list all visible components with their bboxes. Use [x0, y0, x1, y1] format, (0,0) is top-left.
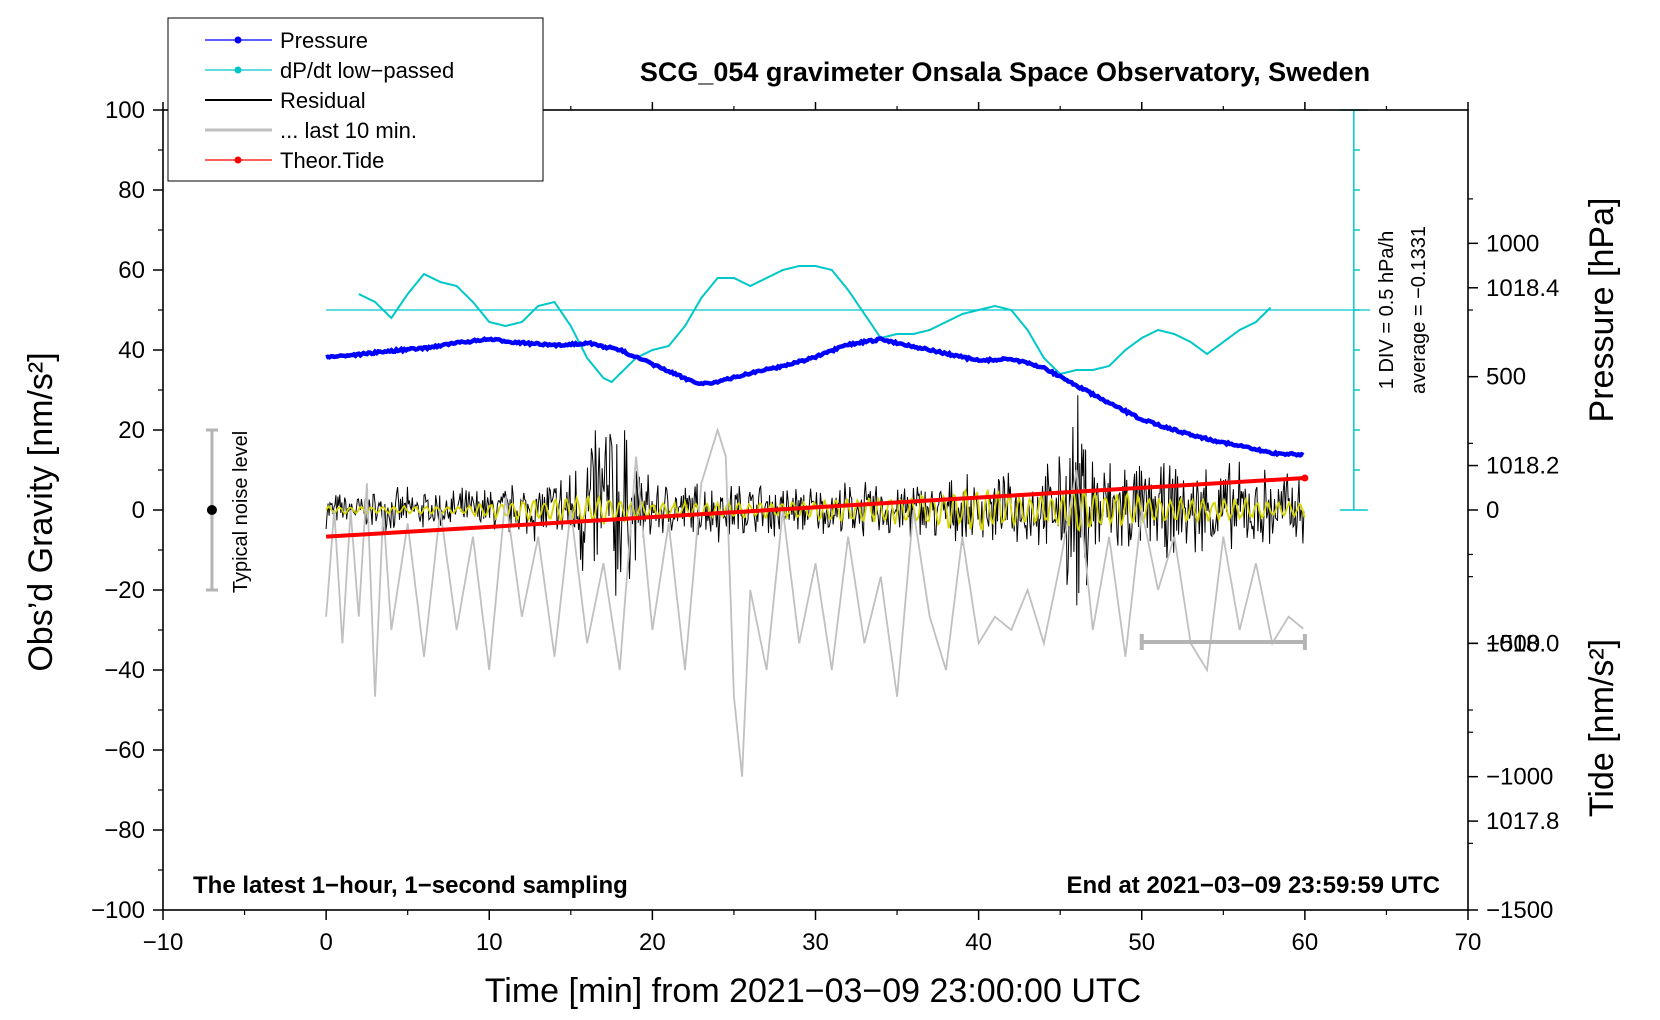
x-tick-label: −10 [143, 929, 184, 956]
legend-tide-label: Theor.Tide [280, 148, 384, 173]
y-tick-label: −20 [104, 577, 145, 604]
tide-tick-label: 1000 [1486, 230, 1539, 257]
legend-dpdt-label: dP/dt low−passed [280, 58, 454, 83]
tide-axis-label: Tide [nm/s²] [1583, 639, 1621, 817]
tide-tick-label: 0 [1486, 497, 1499, 524]
noise-level-label: Typical noise level [230, 431, 252, 593]
legend-last10-label: ... last 10 min. [280, 118, 417, 143]
x-tick-label: 10 [476, 929, 503, 956]
y-tick-label: 20 [118, 417, 145, 444]
tide-axis-ticks: 1000 500 0 −500 −1000 −1500 [1468, 230, 1553, 924]
y-tick-label: 60 [118, 257, 145, 284]
dpdt-division-label: 1 DIV = 0.5 hPa/h [1376, 231, 1398, 389]
last-10-min-line [325, 426, 1304, 777]
x-tick-label: 20 [639, 929, 666, 956]
legend-tide-marker [234, 156, 242, 164]
chart-title: SCG_054 gravimeter Onsala Space Observat… [640, 57, 1370, 87]
x-tick-label: 30 [802, 929, 829, 956]
x-axis-label: Time [min] from 2021−03−09 23:00:00 UTC [485, 972, 1141, 1010]
legend-residual-label: Residual [280, 88, 366, 113]
y-tick-label: −60 [104, 737, 145, 764]
pressure-axis-label: Pressure [hPa] [1583, 198, 1621, 423]
y-tick-label: −80 [104, 817, 145, 844]
pressure-series [325, 336, 1305, 458]
dpdt-line [358, 265, 1272, 384]
tide-end-marker [1301, 474, 1309, 482]
sampling-annotation: The latest 1−hour, 1−second sampling [193, 872, 628, 899]
tide-tick-label: 500 [1486, 364, 1526, 391]
legend: Pressure dP/dt low−passed Residual ... l… [167, 17, 544, 182]
legend-pressure-label: Pressure [280, 28, 368, 53]
pressure-axis-ticks: 1018.4 1018.2 1018.0 1017.8 [1468, 198, 1559, 835]
pressure-tick-label: 1018.0 [1486, 630, 1559, 657]
dpdt-series [358, 265, 1272, 384]
y-tick-label: 40 [118, 337, 145, 364]
left-y-axis-ticks: 100 80 60 40 20 0 −20 −40 −60 −80 −100 [91, 97, 163, 924]
legend-pressure-marker [234, 36, 242, 44]
y-tick-label: −100 [91, 897, 145, 924]
tide-tick-label: −1500 [1486, 897, 1553, 924]
end-time-annotation: End at 2021−03−09 23:59:59 UTC [1066, 872, 1440, 899]
y-tick-label: 100 [105, 97, 145, 124]
y-tick-label: −40 [104, 657, 145, 684]
x-tick-label: 0 [319, 929, 332, 956]
dpdt-average-label: average = −0.1331 [1408, 226, 1430, 394]
left-y-axis-label: Obs’d Gravity [nm/s²] [22, 352, 60, 671]
x-axis-ticks: −10 0 10 20 30 40 50 60 70 [143, 102, 1482, 956]
pressure-tick-label: 1017.8 [1486, 808, 1559, 835]
pressure-tick-label: 1018.4 [1486, 275, 1559, 302]
tide-line [326, 476, 1305, 539]
x-tick-label: 60 [1292, 929, 1319, 956]
pressure-line [325, 336, 1305, 458]
tide-tick-label: −1000 [1486, 764, 1553, 791]
x-tick-label: 50 [1128, 929, 1155, 956]
legend-dpdt-marker [234, 66, 242, 74]
last-10-min-series [325, 426, 1304, 777]
theoretical-tide-series [326, 474, 1309, 539]
x-tick-label: 40 [965, 929, 992, 956]
y-tick-label: 0 [132, 497, 145, 524]
noise-level-dot [206, 505, 217, 515]
pressure-tick-label: 1018.2 [1486, 453, 1559, 480]
x-tick-label: 70 [1455, 929, 1482, 956]
y-tick-label: 80 [118, 177, 145, 204]
tide-tick-label: −500 [1486, 630, 1540, 657]
